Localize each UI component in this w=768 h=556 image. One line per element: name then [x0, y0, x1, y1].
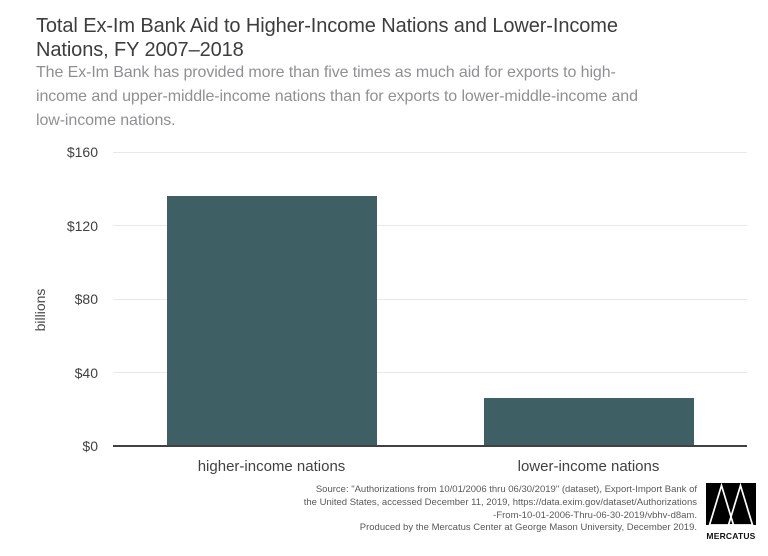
source-note-line-3: -From-10-01-2006-Thru-06-30-2019/vbhv-d8… — [493, 509, 697, 521]
chart-title-line-1: Total Ex-Im Bank Aid to Higher-Income Na… — [36, 15, 618, 37]
bar-lower-income-nations — [483, 398, 694, 446]
mercatus-logo: MERCATUS — [706, 482, 756, 541]
source-note-line-1: Source: "Authorizations from 10/01/2006 … — [315, 484, 697, 495]
gridline-160 — [113, 151, 747, 153]
x-category-label-higher-income-nations: higher-income nations — [197, 458, 346, 475]
chart-title-line-2: Nations, FY 2007–2018 — [36, 39, 244, 61]
mercatus-logo-text: MERCATUS — [706, 531, 756, 541]
source-note: Source: "Authorizations from 10/01/2006 … — [304, 484, 697, 535]
chart-subtitle-line-2: income and upper-middle-income nations t… — [36, 88, 638, 105]
chart-subtitle: The Ex-Im Bank has provided more than fi… — [36, 61, 638, 133]
y-tick-label-0: $0 — [82, 438, 98, 454]
y-tick-label-80: $80 — [74, 291, 98, 307]
gridline-40 — [113, 372, 747, 373]
x-axis-line — [113, 445, 747, 447]
chart-title: Total Ex-Im Bank Aid to Higher-Income Na… — [36, 14, 618, 62]
source-note-line-2: the United States, accessed December 11,… — [303, 496, 697, 508]
chart-subtitle-line-1: The Ex-Im Bank has provided more than fi… — [36, 64, 616, 81]
y-axis-label: billions — [32, 288, 48, 332]
mercatus-logo-icon — [706, 482, 756, 526]
bar-higher-income-nations — [166, 196, 377, 446]
source-note-line-4: Produced by the Mercatus Center at Georg… — [359, 522, 697, 534]
gridline-120 — [113, 225, 747, 226]
y-tick-label-120: $120 — [66, 217, 98, 234]
chart-subtitle-line-3: low-income nations. — [36, 112, 176, 129]
y-tick-label-160: $160 — [66, 144, 98, 160]
y-tick-label-40: $40 — [74, 364, 98, 381]
x-category-label-lower-income-nations: lower-income nations — [517, 458, 660, 475]
gridline-80 — [113, 298, 747, 300]
